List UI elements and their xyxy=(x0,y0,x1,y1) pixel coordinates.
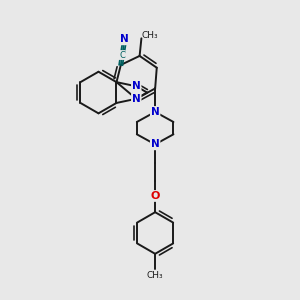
Text: N: N xyxy=(151,140,160,149)
Text: CH₃: CH₃ xyxy=(142,31,158,40)
Text: CH₃: CH₃ xyxy=(147,271,164,280)
Text: C: C xyxy=(119,50,125,59)
Text: N: N xyxy=(132,81,141,91)
Text: O: O xyxy=(151,191,160,201)
Text: N: N xyxy=(151,107,160,117)
Text: N: N xyxy=(120,34,129,44)
Text: N: N xyxy=(132,94,141,104)
